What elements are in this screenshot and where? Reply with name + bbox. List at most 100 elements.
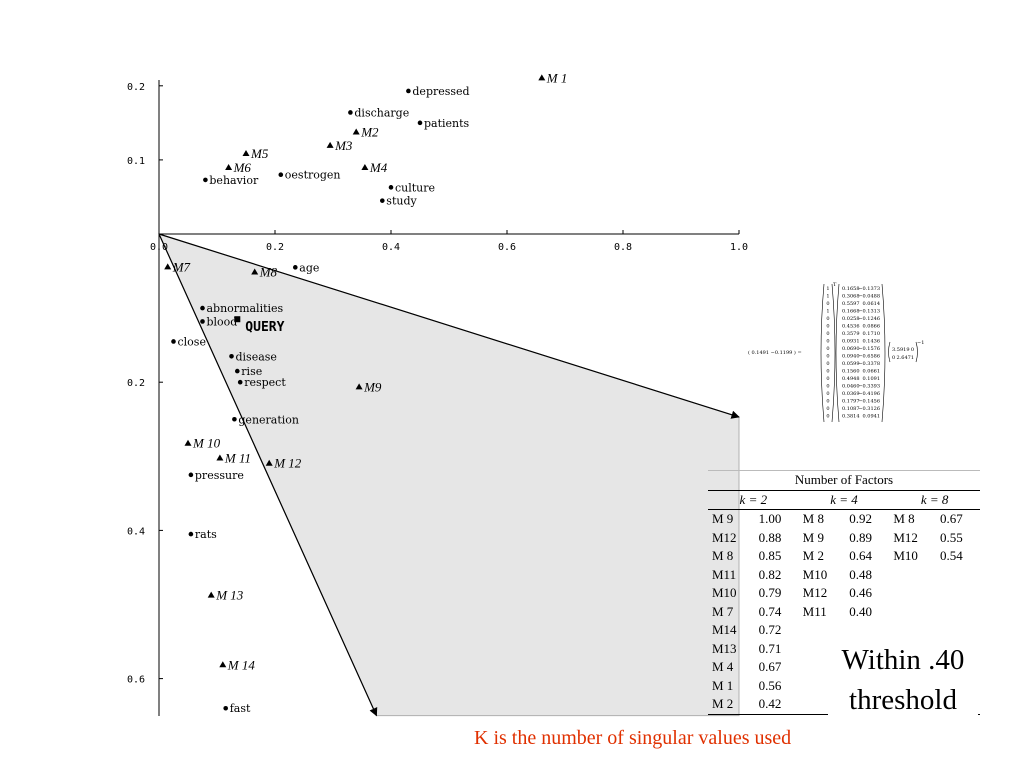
document-marker bbox=[538, 74, 546, 81]
u-matrix-entry: 0.1797 bbox=[842, 399, 860, 405]
term-label: rise bbox=[241, 365, 262, 378]
x-tick-label: 0.8 bbox=[614, 242, 632, 253]
doc-cell: M10 bbox=[893, 548, 918, 564]
document-label: M 14 bbox=[227, 657, 256, 672]
equation-lhs: ( 0.1491 −0.1199 ) = bbox=[748, 349, 802, 356]
u-matrix-entry: −0.4196 bbox=[858, 391, 880, 397]
query-vector-entry: 0 bbox=[826, 331, 829, 337]
document-label: M8 bbox=[259, 265, 278, 280]
doc-cell: M 7 bbox=[712, 603, 734, 619]
query-vector-entry: 0 bbox=[826, 354, 829, 360]
term-label: discharge bbox=[354, 106, 409, 119]
term-marker bbox=[188, 472, 194, 478]
term-marker bbox=[293, 265, 298, 270]
query-vector-1 bbox=[158, 233, 740, 419]
term-marker bbox=[388, 185, 394, 190]
score-cell bbox=[845, 621, 889, 640]
document-marker bbox=[265, 459, 273, 466]
u-matrix-entry: 0.1560 bbox=[842, 369, 860, 375]
u-matrix-entry: 0.5597 bbox=[842, 301, 860, 307]
document-label: M2 bbox=[360, 124, 379, 139]
term-marker bbox=[235, 368, 240, 374]
term-label: respect bbox=[244, 376, 286, 389]
document-marker bbox=[184, 439, 192, 446]
term-label: oestrogen bbox=[285, 169, 341, 182]
sigma-entry: 0 bbox=[892, 355, 895, 361]
doc-cell: M11 bbox=[802, 603, 827, 619]
y-tick-label: 0.6 bbox=[127, 675, 145, 686]
term-marker bbox=[380, 198, 385, 203]
u-matrix-entry: 0.0599 bbox=[842, 361, 860, 367]
header-k4: k = 4 bbox=[798, 490, 890, 510]
doc-cell: M12 bbox=[802, 585, 828, 601]
caption: K is the number of singular values used bbox=[474, 727, 792, 749]
threshold-note: Within .40 threshold bbox=[828, 640, 978, 720]
document-marker bbox=[225, 164, 233, 171]
table-row: M14 0.72 bbox=[708, 621, 980, 640]
table-row: M 9 1.00 M 8 0.92 M 8 0.67 bbox=[708, 510, 980, 529]
term-marker bbox=[406, 88, 411, 94]
doc-cell: M 2 bbox=[802, 548, 824, 564]
score-cell: 0.79 bbox=[758, 585, 782, 601]
query-vector-entry: 0 bbox=[826, 346, 829, 352]
doc-cell: M 4 bbox=[712, 659, 734, 675]
x-tick-label: 1.0 bbox=[730, 242, 748, 253]
transpose-sup: T bbox=[833, 282, 837, 288]
query-label: QUERY bbox=[245, 320, 284, 335]
table-row: M 8 0.85 M 2 0.64 M10 0.54 bbox=[708, 547, 980, 566]
u-matrix-entry: −0.1576 bbox=[858, 346, 880, 352]
score-cell: 0.89 bbox=[849, 529, 873, 545]
query-vector-entry: 0 bbox=[826, 399, 829, 405]
score-cell bbox=[936, 621, 980, 640]
u-matrix-entry: 0.3579 bbox=[842, 331, 860, 337]
term-label: behavior bbox=[209, 174, 259, 187]
document-label: M4 bbox=[369, 160, 388, 175]
u-matrix-entry: 0.1436 bbox=[863, 339, 881, 345]
term-marker bbox=[229, 353, 234, 359]
term-marker bbox=[200, 319, 205, 324]
doc-cell: M12 bbox=[893, 529, 918, 545]
query-vector-entry: 0 bbox=[826, 361, 829, 367]
term-marker bbox=[223, 705, 228, 711]
u-matrix-entry: 0.0614 bbox=[863, 301, 881, 307]
u-matrix-entry: −0.3126 bbox=[858, 406, 880, 412]
paren-right bbox=[831, 283, 836, 423]
score-cell: 0.72 bbox=[758, 622, 782, 638]
table-row: M 1 0.56 bbox=[708, 677, 980, 696]
score-cell: 0.85 bbox=[758, 548, 782, 564]
document-label: M 13 bbox=[215, 588, 244, 603]
doc-cell: M12 bbox=[712, 529, 737, 545]
score-cell: 0.71 bbox=[758, 640, 782, 656]
document-marker bbox=[251, 268, 259, 275]
doc-cell: M 8 bbox=[893, 511, 915, 527]
u-matrix-entry: 0.4536 bbox=[842, 324, 860, 330]
u-matrix-entry: 0.1710 bbox=[863, 331, 881, 337]
term-marker bbox=[171, 339, 176, 344]
document-label: M 12 bbox=[273, 456, 302, 471]
u-matrix-entry: −0.0488 bbox=[858, 294, 880, 300]
score-cell bbox=[936, 603, 980, 622]
doc-cell: M14 bbox=[712, 622, 737, 638]
threshold-line-2: threshold bbox=[849, 684, 957, 716]
doc-cell: M 1 bbox=[712, 677, 734, 693]
term-label: depressed bbox=[412, 85, 469, 98]
u-matrix-entry: 0.3068 bbox=[842, 294, 860, 300]
u-matrix-entry: 0.0690 bbox=[842, 346, 860, 352]
doc-cell: M 9 bbox=[712, 511, 734, 527]
table-row: M 7 0.74 M11 0.40 bbox=[708, 603, 980, 622]
table-row: M12 0.88 M 9 0.89 M12 0.55 bbox=[708, 529, 980, 548]
u-matrix-entry: 0.0931 bbox=[842, 339, 860, 345]
query-marker bbox=[234, 316, 241, 323]
score-cell: 0.67 bbox=[758, 659, 782, 675]
document-marker bbox=[242, 149, 250, 156]
u-matrix-entry: 0.0661 bbox=[863, 369, 881, 375]
doc-cell: M 8 bbox=[712, 548, 734, 564]
score-cell: 0.92 bbox=[849, 511, 873, 527]
doc-cell: M 8 bbox=[802, 511, 824, 527]
u-matrix-entry: −0.3378 bbox=[858, 361, 880, 367]
doc-cell bbox=[889, 566, 936, 585]
table-row: M11 0.82 M10 0.48 bbox=[708, 566, 980, 585]
document-marker bbox=[352, 128, 360, 135]
